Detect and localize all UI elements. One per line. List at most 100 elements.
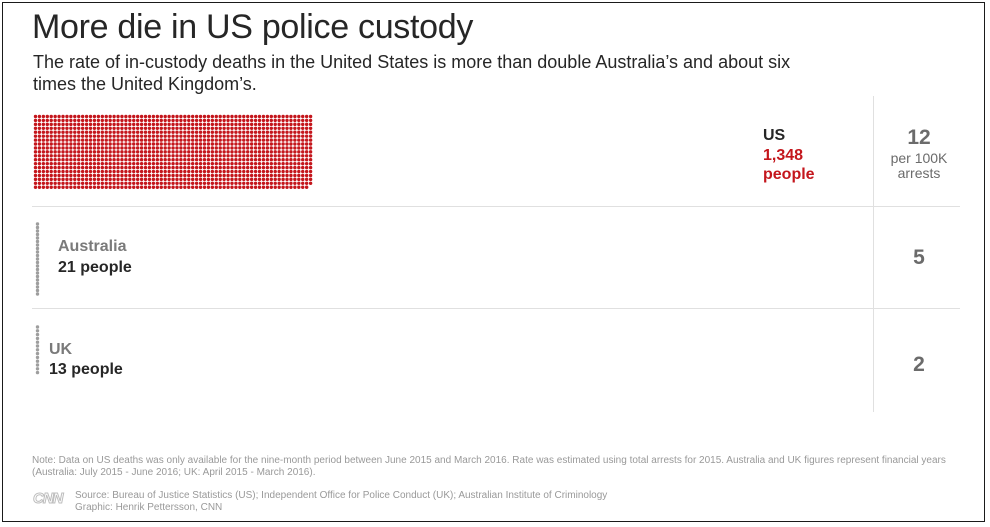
us-death-dot [147,173,152,178]
source-credit: Source: Bureau of Justice Statistics (US… [75,490,607,514]
us-death-dot [293,169,297,174]
us-death-dot [234,185,238,189]
us-death-dot [73,114,77,119]
us-death-dot [171,114,175,119]
us-death-dot [277,114,281,119]
us-death-dot [265,161,270,166]
us-death-dot [226,154,230,158]
us-death-dot [120,138,124,142]
us-death-dot [273,177,277,182]
us-death-dot [183,158,187,162]
us-death-dot [49,169,53,174]
us-death-dot [116,146,120,150]
us-death-dot [151,126,156,130]
us-death-dot [187,146,191,150]
us-death-dot [132,158,136,162]
us-death-dot [257,122,262,127]
us-death-dot [206,142,211,146]
us-death-dot [273,134,277,138]
us-death-dot [249,134,254,138]
us-death-dot [175,142,179,146]
us-death-dot [246,154,250,158]
us-death-dot [108,165,112,170]
us-death-dot [238,161,242,166]
us-death-dot [249,130,254,134]
us-death-dot [198,169,203,174]
us-death-dot [308,173,313,178]
us-death-dot [61,126,65,130]
us-death-dot [230,134,234,138]
australia-death-dot [35,264,40,268]
us-death-dot [151,161,156,166]
us-death-dot [281,185,285,189]
us-death-dot [128,154,132,158]
us-death-dot [139,134,144,138]
us-death-dot [120,150,124,154]
us-death-dot [61,181,65,186]
us-death-dot [151,130,156,134]
us-death-dot [175,134,179,138]
us-death-dot [53,138,57,142]
us-death-dot [198,185,203,189]
us-death-dot [171,130,175,134]
us-death-dot [308,169,313,174]
us-death-dot [151,177,156,182]
us-death-dot [175,118,179,123]
us-death-dot [293,161,297,166]
us-death-dot [116,158,120,162]
us-death-dot [33,161,38,166]
uk-death-dot [35,344,40,348]
us-death-dot [191,161,195,166]
us-death-dot [198,158,203,162]
us-death-dot [281,177,285,182]
us-death-dot [202,114,207,119]
us-death-dot [92,154,97,158]
us-death-dot [33,177,38,182]
us-death-dot [187,154,191,158]
graphic-credit: Graphic: Henrik Pettersson, CNN [75,502,223,513]
us-death-dot [163,185,167,189]
us-death-dot [238,146,242,150]
us-death-dot [179,165,183,170]
us-death-dot [49,150,53,154]
uk-death-dot [35,332,40,337]
us-death-dot [238,138,242,142]
us-death-dot [151,169,156,174]
us-death-dot [37,161,42,166]
us-death-dot [77,185,81,189]
us-death-dot [297,138,301,142]
us-death-dot [37,185,42,189]
us-death-dot [84,118,89,123]
us-death-dot [49,114,53,119]
us-death-dot [124,161,128,166]
us-death-dot [45,154,49,158]
us-death-dot [202,165,207,170]
us-death-dot [261,134,266,138]
us-death-dot [139,154,144,158]
uk-death-dot [35,351,40,356]
us-death-dot [147,158,152,162]
us-death-dot [171,126,175,130]
us-death-dot [77,150,81,154]
us-death-dot [132,165,136,170]
us-death-dot [249,114,254,119]
us-death-dot [108,118,112,123]
us-death-dot [33,173,38,178]
us-death-dot [191,122,195,127]
us-death-dot [206,146,211,150]
us-death-dot [277,142,281,146]
us-death-dot [84,138,89,142]
us-death-dot [139,122,144,127]
us-death-dot [33,114,38,119]
us-death-dot [33,181,38,186]
us-death-dot [49,185,53,189]
us-death-dot [124,130,128,134]
us-death-dot [57,146,61,150]
us-death-dot [175,173,179,178]
us-death-dot [57,130,61,134]
uk-death-dot [35,359,40,363]
us-death-dot [257,142,262,146]
us-death-dot [198,122,203,127]
us-death-dot [139,118,144,123]
us-death-dot [304,161,309,166]
